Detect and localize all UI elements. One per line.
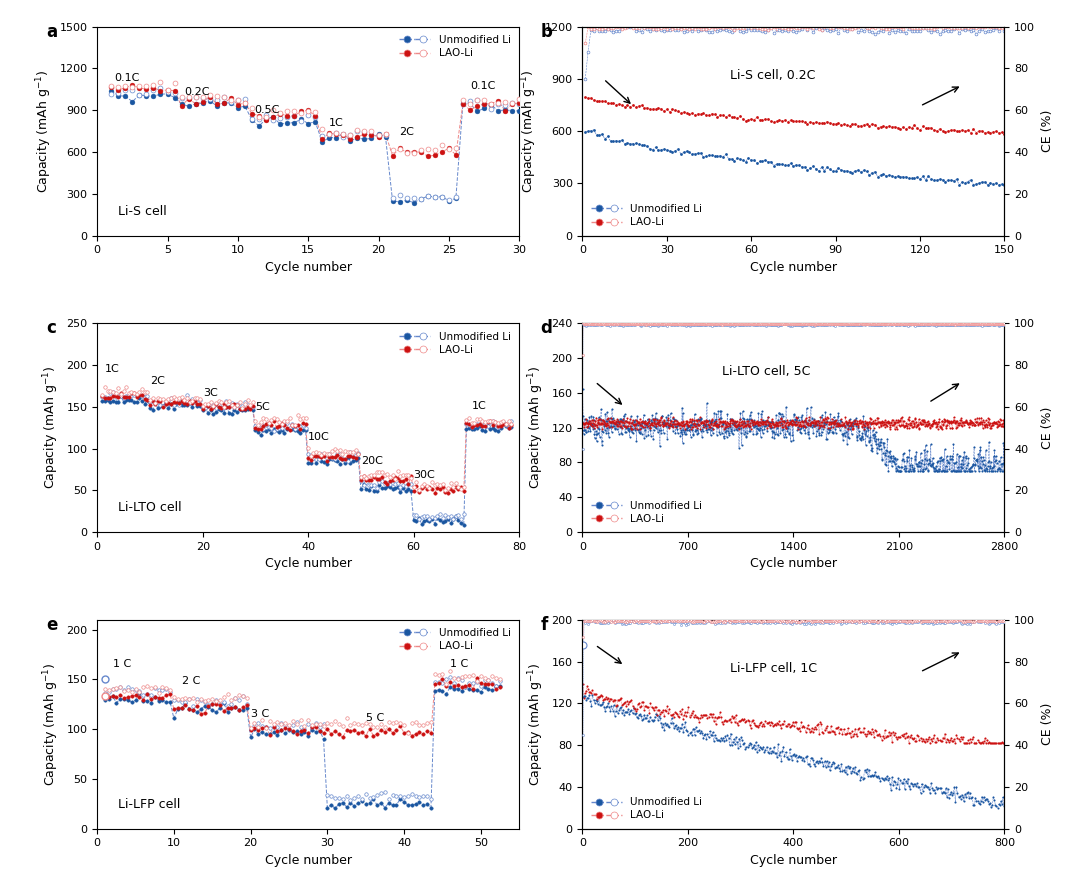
Y-axis label: CE (%): CE (%)	[1041, 406, 1054, 449]
Text: 5C: 5C	[256, 402, 270, 413]
Text: 2C: 2C	[400, 127, 415, 137]
Text: 5 C: 5 C	[366, 713, 384, 723]
Text: b: b	[540, 22, 552, 41]
Legend: Unmodified Li, LAO-Li: Unmodified Li, LAO-Li	[396, 625, 514, 654]
Text: Li-S cell, 0.2C: Li-S cell, 0.2C	[730, 69, 815, 82]
Y-axis label: CE (%): CE (%)	[1041, 703, 1054, 746]
Y-axis label: Capacity (mAh g$^{-1}$): Capacity (mAh g$^{-1}$)	[41, 366, 60, 489]
Y-axis label: Capacity (mAh g$^{-1}$): Capacity (mAh g$^{-1}$)	[35, 69, 54, 192]
Text: 0.1C: 0.1C	[470, 81, 496, 92]
Legend: Unmodified Li, LAO-Li: Unmodified Li, LAO-Li	[396, 329, 514, 358]
Text: 1 C: 1 C	[450, 658, 469, 668]
Y-axis label: Capacity (mAh g$^{-1}$): Capacity (mAh g$^{-1}$)	[41, 663, 60, 786]
Text: f: f	[540, 616, 548, 634]
Text: Li-LFP cell, 1C: Li-LFP cell, 1C	[730, 662, 818, 675]
X-axis label: Cycle number: Cycle number	[750, 261, 837, 274]
Text: 0.5C: 0.5C	[255, 105, 280, 115]
Y-axis label: Capacity (mAh g$^{-1}$): Capacity (mAh g$^{-1}$)	[526, 663, 546, 786]
X-axis label: Cycle number: Cycle number	[265, 261, 352, 274]
Legend: Unmodified Li, LAO-Li: Unmodified Li, LAO-Li	[588, 794, 705, 823]
Text: e: e	[46, 616, 58, 634]
Y-axis label: Capacity (mAh g$^{-1}$): Capacity (mAh g$^{-1}$)	[526, 366, 545, 489]
X-axis label: Cycle number: Cycle number	[750, 854, 837, 867]
Text: Li-LTO cell: Li-LTO cell	[119, 502, 181, 514]
Text: 1C: 1C	[472, 401, 486, 412]
Text: Li-LFP cell: Li-LFP cell	[119, 797, 180, 811]
Text: 0.2C: 0.2C	[185, 87, 210, 97]
Text: 3 C: 3 C	[251, 709, 269, 719]
X-axis label: Cycle number: Cycle number	[750, 558, 837, 570]
Text: Li-S cell: Li-S cell	[119, 205, 167, 217]
Text: 1 C: 1 C	[112, 658, 131, 668]
X-axis label: Cycle number: Cycle number	[265, 854, 352, 867]
Text: a: a	[46, 22, 57, 41]
Text: 30C: 30C	[414, 470, 435, 479]
Text: 2C: 2C	[150, 376, 165, 386]
Legend: Unmodified Li, LAO-Li: Unmodified Li, LAO-Li	[396, 32, 514, 61]
Text: 10C: 10C	[308, 432, 329, 442]
Text: d: d	[540, 319, 552, 337]
Legend: Unmodified Li, LAO-Li: Unmodified Li, LAO-Li	[588, 497, 705, 527]
Text: Li-LTO cell, 5C: Li-LTO cell, 5C	[721, 365, 810, 379]
Text: 1C: 1C	[329, 118, 345, 127]
Text: 20C: 20C	[361, 455, 382, 466]
Legend: Unmodified Li, LAO-Li: Unmodified Li, LAO-Li	[588, 201, 705, 231]
Text: c: c	[46, 319, 56, 337]
Text: 3C: 3C	[203, 388, 217, 398]
Text: 2 C: 2 C	[181, 676, 200, 686]
X-axis label: Cycle number: Cycle number	[265, 558, 352, 570]
Y-axis label: CE (%): CE (%)	[1041, 110, 1054, 152]
Text: 1C: 1C	[105, 364, 120, 373]
Y-axis label: Capacity (mAh g$^{-1}$): Capacity (mAh g$^{-1}$)	[519, 69, 539, 192]
Text: 0.1C: 0.1C	[114, 73, 139, 83]
